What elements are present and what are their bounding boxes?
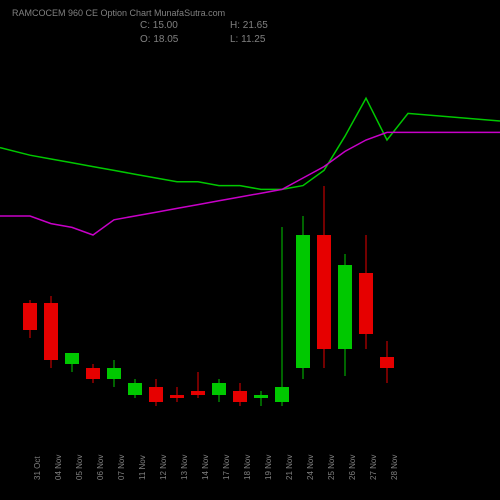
candle [128,45,142,425]
candle-body [233,391,247,402]
candle-body [212,383,226,394]
candle [149,45,163,425]
candle [254,45,268,425]
x-axis-label: 28 Nov [390,455,399,480]
x-axis-label: 27 Nov [369,455,378,480]
candle-body [275,387,289,402]
o-lbl: O: [140,34,151,45]
x-axis-label: 18 Nov [243,455,252,480]
candle [317,45,331,425]
x-axis-label: 31 Oct [33,456,42,480]
open-label: O: 18.05 [140,34,178,45]
candle-body [170,395,184,399]
x-axis-label: 05 Nov [75,455,84,480]
x-axis-label: 17 Nov [222,455,231,480]
candle-wick [261,391,262,406]
x-axis-label: 07 Nov [117,455,126,480]
l-lbl: L: [230,34,238,45]
c-lbl: C: [140,20,150,31]
candle [107,45,121,425]
chart-title: RAMCOCEM 960 CE Option Chart MunafaSutra… [12,8,225,18]
x-axis-label: 21 Nov [285,455,294,480]
candle [233,45,247,425]
candle [170,45,184,425]
candle-body [254,395,268,399]
candle [44,45,58,425]
candle [296,45,310,425]
x-axis-label: 14 Nov [201,455,210,480]
candle-body [65,353,79,364]
candle-body [128,383,142,394]
candle [86,45,100,425]
candle [359,45,373,425]
candle-body [338,265,352,349]
h-lbl: H: [230,20,240,31]
candle-body [107,368,121,379]
candle [380,45,394,425]
candle [65,45,79,425]
x-axis-label: 26 Nov [348,455,357,480]
low-label: L: 11.25 [230,34,265,45]
candle [23,45,37,425]
candle [275,45,289,425]
candle-body [317,235,331,349]
candle-body [23,303,37,330]
x-axis: 31 Oct 04 Nov 05 Nov 06 Nov 07 Nov 11 Nov 12 N… [0,425,500,500]
x-axis-label: 06 Nov [96,455,105,480]
chart-area [0,45,500,425]
x-axis-label: 25 Nov [327,455,336,480]
candle-body [296,235,310,368]
candle-body [149,387,163,402]
candle-body [191,391,205,395]
candle-body [359,273,373,334]
candle-wick [282,227,283,406]
h-val: 21.65 [243,20,268,31]
x-axis-label: 19 Nov [264,455,273,480]
x-axis-label: 04 Nov [54,455,63,480]
o-val: 18.05 [153,34,178,45]
candle [212,45,226,425]
candle-body [380,357,394,368]
candle-body [86,368,100,379]
x-axis-label: 24 Nov [306,455,315,480]
candle [338,45,352,425]
candle-body [44,303,58,360]
x-axis-label: 13 Nov [180,455,189,480]
x-axis-label: 11 Nov [138,455,147,480]
candle [191,45,205,425]
l-val: 11.25 [241,34,265,45]
high-label: H: 21.65 [230,20,268,31]
c-val: 15.00 [153,20,178,31]
close-label: C: 15.00 [140,20,178,31]
x-axis-label: 12 Nov [159,455,168,480]
